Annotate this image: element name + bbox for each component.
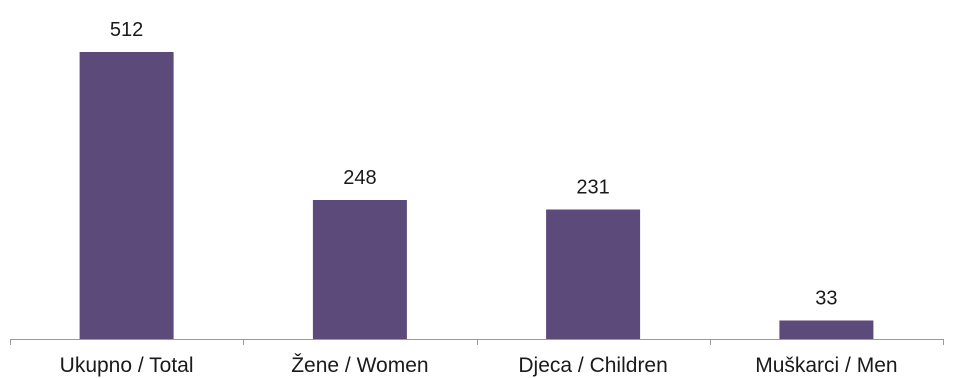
x-tick-labels-group: Ukupno / Total Žene / Women Djeca / Childr… (60, 354, 898, 377)
bar (779, 320, 874, 339)
bars-group (79, 52, 874, 339)
bar (79, 52, 174, 339)
data-labels-group: 512 248 231 33 (110, 19, 838, 310)
data-label: 33 (815, 288, 837, 310)
data-label: 248 (343, 167, 376, 189)
x-tick-label: Djeca / Children (518, 354, 667, 377)
x-axis-ticks (10, 339, 944, 345)
data-label: 231 (576, 177, 609, 199)
bar (312, 200, 407, 339)
x-tick-label: Muškarci / Men (755, 354, 897, 377)
data-label: 512 (110, 19, 143, 41)
bar (546, 209, 641, 339)
x-tick-label: Žene / Women (291, 354, 428, 377)
x-tick-label: Ukupno / Total (60, 354, 194, 377)
